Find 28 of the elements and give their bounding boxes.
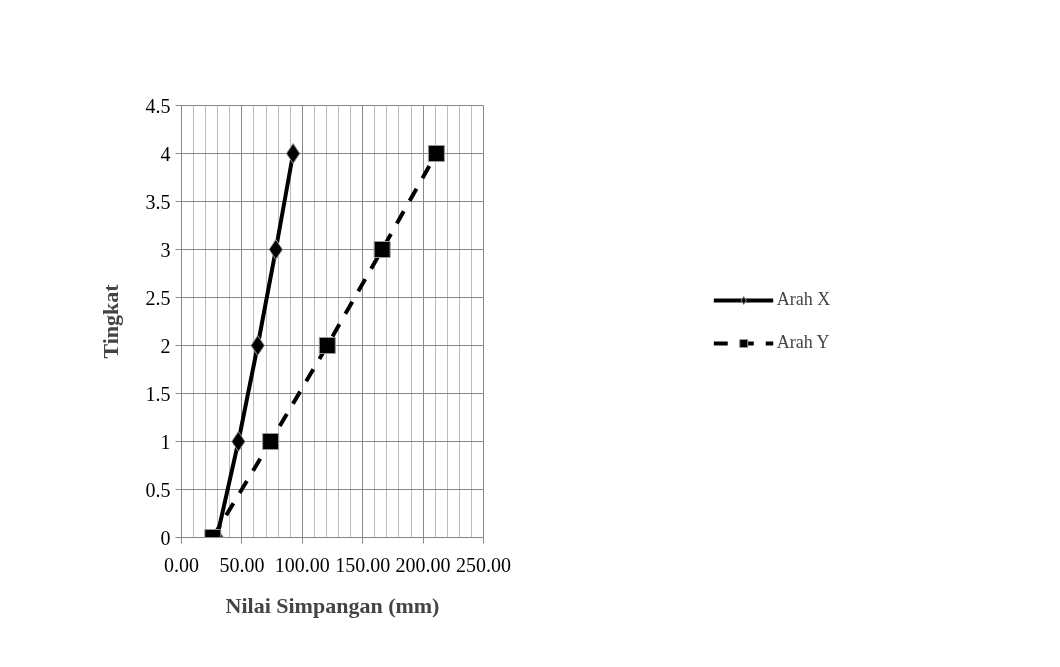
y-tick-label: 0.5 bbox=[145, 478, 171, 501]
x-tick-label: 100.00 bbox=[274, 553, 330, 576]
y-tick-label: 3 bbox=[160, 238, 171, 261]
point bbox=[268, 239, 284, 260]
point bbox=[373, 241, 391, 258]
y-axis-title: Tingkat bbox=[97, 283, 123, 359]
y-tick-label: 1.5 bbox=[145, 382, 171, 405]
legend-label: Arah Y bbox=[776, 332, 830, 353]
y-tick-label: 4.5 bbox=[145, 94, 171, 117]
y-tick-label: 2.5 bbox=[145, 286, 171, 309]
y-tick-label: 2 bbox=[160, 334, 171, 357]
point bbox=[250, 335, 265, 356]
x-tick-label: 150.00 bbox=[335, 553, 391, 576]
x-tick-label: 50.00 bbox=[219, 553, 265, 576]
legend-label: Arah X bbox=[776, 289, 831, 310]
x-tick-label: 0.00 bbox=[164, 553, 199, 576]
point bbox=[318, 337, 336, 354]
x-tick-label: 250.00 bbox=[456, 553, 511, 576]
y-tick-label: 3.5 bbox=[145, 190, 171, 213]
x-axis-title: Nilai Simpangan (mm) bbox=[225, 592, 440, 618]
point bbox=[231, 431, 246, 452]
point bbox=[285, 143, 301, 164]
y-tick-label: 4 bbox=[160, 142, 171, 165]
y-tick-label: 0 bbox=[160, 526, 171, 549]
point bbox=[262, 433, 280, 450]
y-tick-label: 1 bbox=[160, 430, 171, 453]
x-tick-label: 200.00 bbox=[395, 553, 451, 576]
point bbox=[427, 145, 445, 162]
